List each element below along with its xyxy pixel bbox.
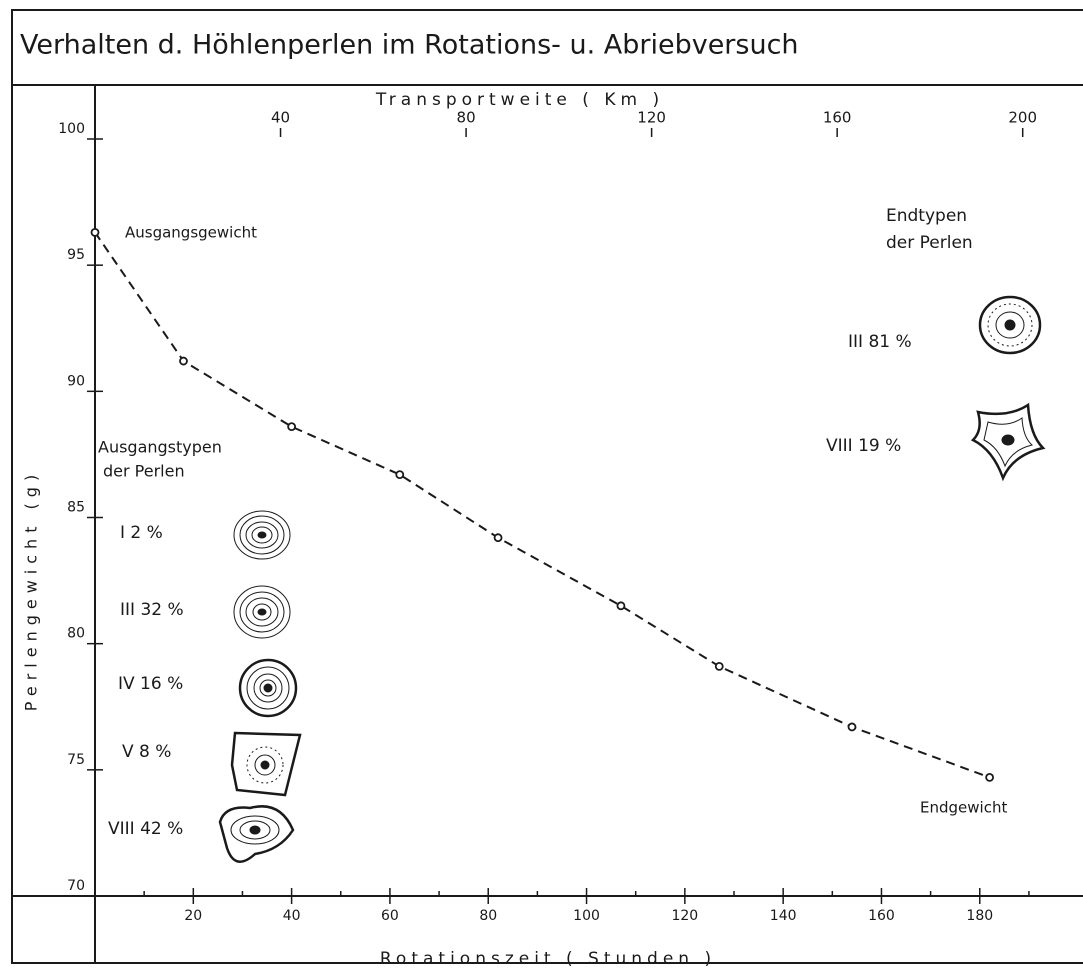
y-tick-label: 95 <box>67 247 85 263</box>
x-tick-label: 180 <box>966 908 993 924</box>
pearl-sketch <box>978 295 1042 355</box>
pearl-sketch <box>233 585 291 639</box>
annotation: VIII 42 % <box>108 819 183 839</box>
data-point <box>847 722 857 732</box>
y-tick-label: 100 <box>58 121 85 137</box>
data-point <box>395 470 405 480</box>
x2-tick-label: 80 <box>457 109 476 127</box>
y-tick-label: 75 <box>67 752 85 768</box>
annotation: Ausgangstypen <box>98 438 222 457</box>
data-point <box>493 533 503 543</box>
x2-axis-label: Transportweite ( Km ) <box>375 90 664 110</box>
x2-tick-label: 120 <box>637 109 666 127</box>
y-axis-label: Perlengewicht (g) <box>22 469 41 711</box>
x-tick-label: 160 <box>868 908 895 924</box>
annotation: der Perlen <box>886 233 973 253</box>
annotation: III 81 % <box>848 332 912 352</box>
annotation: Endtypen <box>886 206 967 226</box>
annotation: I 2 % <box>120 523 163 543</box>
x-tick-label: 100 <box>573 908 600 924</box>
annotation: III 32 % <box>120 600 184 620</box>
y-tick-label: 85 <box>67 500 85 516</box>
data-point <box>179 356 188 366</box>
x-tick-label: 120 <box>671 908 698 924</box>
x2-tick-label: 160 <box>823 109 852 127</box>
annotation: IV 16 % <box>118 674 183 694</box>
x-tick-label: 80 <box>479 908 497 924</box>
data-point <box>985 773 995 782</box>
pearl-sketch <box>238 658 298 718</box>
x-tick-label: 60 <box>381 908 399 924</box>
annotation: V 8 % <box>122 742 171 762</box>
y-tick-label: 90 <box>67 373 85 389</box>
x2-tick-label: 40 <box>271 109 290 127</box>
pearl-sketch <box>233 510 291 560</box>
annotation: Ausgangsgewicht <box>125 224 257 242</box>
data-point <box>90 227 100 237</box>
x-tick-label: 140 <box>770 908 797 924</box>
annotation: der Perlen <box>103 462 185 481</box>
data-point <box>616 601 626 611</box>
x-axis-label: Rotationszeit ( Stunden ) <box>380 949 716 968</box>
x-tick-label: 40 <box>283 908 301 924</box>
y-tick-label: 70 <box>67 878 85 894</box>
chart-title: Verhalten d. Höhlenperlen im Rotations- … <box>20 30 799 61</box>
pearl-sketch <box>230 731 302 797</box>
x-tick-label: 20 <box>184 908 202 924</box>
frame <box>11 9 1083 964</box>
x2-tick-label: 200 <box>1008 109 1037 127</box>
annotation: Endgewicht <box>920 799 1007 817</box>
y-tick-label: 80 <box>67 626 85 642</box>
data-line <box>94 231 990 779</box>
pearl-sketch <box>218 805 295 863</box>
data-point <box>714 661 724 671</box>
pearl-sketch <box>970 402 1046 482</box>
annotation: VIII 19 % <box>826 436 901 456</box>
data-point <box>287 422 297 432</box>
